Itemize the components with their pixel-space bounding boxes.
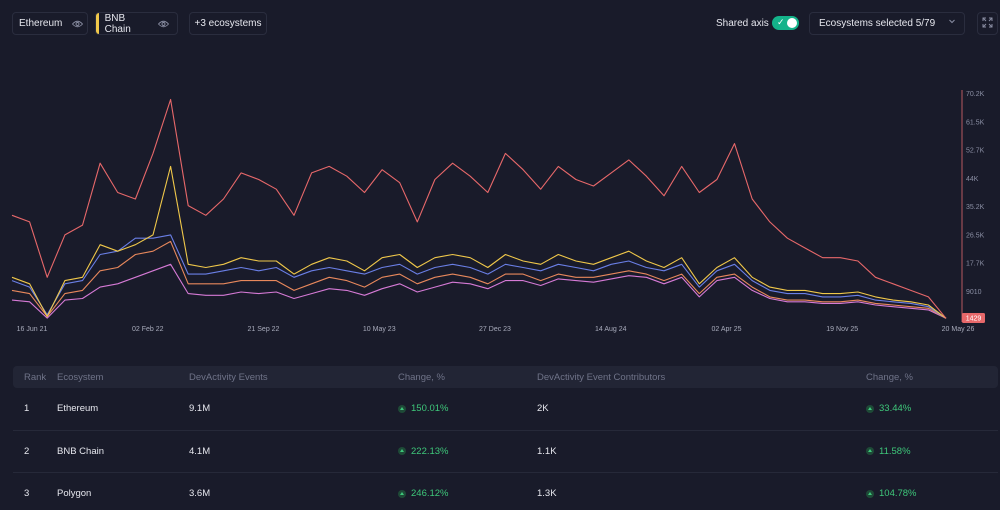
contributors-change-cell: 104.78% — [866, 488, 998, 499]
events-cell: 9.1M — [189, 403, 211, 415]
eye-icon[interactable] — [72, 20, 84, 28]
events-change-cell: 246.12% — [398, 488, 537, 499]
events-change-cell: 222.13% — [398, 446, 537, 457]
ecosystem-cell: Ethereum — [57, 403, 99, 415]
legend-label-ethereum: Ethereum — [19, 18, 63, 29]
x-tick-label: 14 Aug 24 — [595, 326, 627, 333]
ecosystem-cell: BNB Chain — [57, 445, 104, 457]
table-row[interactable]: 1 Ethereum 9.1M 150.01% 2K 33.44% — [13, 388, 998, 431]
series-line-polygon[interactable] — [11, 234, 947, 319]
arrow-up-icon — [866, 447, 874, 456]
series-line-ethereum[interactable] — [11, 98, 947, 319]
legend-label-bnb-chain: BNB Chain — [104, 12, 131, 35]
contributors-cell: 1.1K — [537, 445, 557, 457]
x-tick-label: 02 Feb 22 — [132, 326, 164, 333]
x-tick-label: 21 Sep 22 — [248, 326, 280, 333]
contributors-change-cell: 33.44% — [866, 403, 998, 414]
header-rank[interactable]: Rank — [24, 371, 47, 383]
arrow-up-icon — [398, 404, 406, 413]
series-line-ecosystem-4[interactable] — [11, 240, 947, 319]
y-tick-label: 26.5K — [966, 232, 985, 239]
chevron-down-icon — [948, 17, 956, 28]
contributors-cell: 2K — [537, 403, 549, 415]
series-line-ecosystem-5[interactable] — [11, 263, 947, 319]
x-tick-label: 16 Jun 21 — [17, 326, 48, 333]
ecosystems-select-label: Ecosystems selected 5/79 — [819, 18, 936, 29]
contributors-change-value: 104.78% — [879, 488, 917, 500]
check-icon: ✓ — [777, 17, 785, 27]
y-tick-label: 61.5K — [966, 119, 985, 126]
y-tick-label: 17.7K — [966, 261, 985, 268]
x-tick-label: 10 May 23 — [363, 326, 396, 333]
eye-icon[interactable] — [158, 20, 169, 28]
more-ecosystems-button[interactable]: +3 ecosystems — [189, 12, 267, 35]
series-lines — [11, 98, 947, 319]
header-events[interactable]: DevActivity Events — [189, 371, 268, 383]
shared-axis-label: Shared axis — [716, 18, 769, 29]
toggle-knob — [787, 18, 797, 28]
x-axis-ticks: 16 Jun 21 02 Feb 22 21 Sep 22 10 May 23 27 D… — [17, 326, 975, 333]
arrow-up-icon — [398, 489, 406, 498]
line-chart[interactable]: 70.2K 61.5K 52.7K 44K 35.2K 26.5K 17.7K 9010 16… — [0, 40, 1000, 340]
expand-icon — [982, 15, 993, 33]
y-tick-label: 35.2K — [966, 204, 985, 211]
header-ecosystem[interactable]: Ecosystem — [57, 371, 104, 383]
x-tick-label: 27 Dec 23 — [479, 326, 511, 333]
ecosystem-table: Rank Ecosystem DevActivity Events Change… — [13, 366, 998, 510]
y-axis-ticks: 70.2K 61.5K 52.7K 44K 35.2K 26.5K 17.7K 9010 — [966, 91, 985, 296]
y-tick-label: 9010 — [966, 289, 982, 296]
legend-color-bar — [96, 13, 99, 34]
rank-cell: 1 — [24, 403, 30, 415]
legend-chip-ethereum[interactable]: Ethereum — [12, 12, 88, 35]
legend-chip-bnb-chain[interactable]: BNB Chain — [95, 12, 178, 35]
header-contributors[interactable]: DevActivity Event Contributors — [537, 371, 666, 383]
fullscreen-button[interactable] — [977, 12, 998, 35]
current-value-badge-bg — [962, 313, 985, 323]
table-row[interactable]: 2 BNB Chain 4.1M 222.13% 1.1K 11.58% — [13, 431, 998, 473]
table-header: Rank Ecosystem DevActivity Events Change… — [13, 366, 998, 388]
shared-axis-toggle[interactable]: ✓ — [772, 16, 799, 30]
y-tick-label: 52.7K — [966, 148, 985, 155]
ecosystems-select[interactable]: Ecosystems selected 5/79 — [809, 12, 965, 35]
contributors-change-value: 33.44% — [879, 403, 912, 415]
header-contributors-change[interactable]: Change, % — [866, 371, 914, 383]
rank-cell: 3 — [24, 488, 30, 500]
events-change-value: 246.12% — [411, 488, 449, 500]
more-ecosystems-label: +3 ecosystems — [194, 18, 262, 29]
y-tick-label: 44K — [966, 176, 979, 183]
contributors-cell: 1.3K — [537, 488, 557, 500]
contributors-change-value: 11.58% — [879, 445, 911, 457]
x-tick-label: 20 May 26 — [942, 326, 975, 333]
rank-cell: 2 — [24, 445, 30, 457]
events-cell: 3.6M — [189, 488, 211, 500]
x-tick-label: 02 Apr 25 — [712, 326, 742, 333]
events-change-value: 222.13% — [411, 445, 449, 457]
arrow-up-icon — [398, 447, 406, 456]
series-line-bnb-chain[interactable] — [11, 165, 947, 319]
y-tick-label: 70.2K — [966, 91, 985, 98]
contributors-change-cell: 11.58% — [866, 446, 998, 457]
header-events-change[interactable]: Change, % — [398, 371, 446, 383]
events-cell: 4.1M — [189, 445, 211, 457]
events-change-value: 150.01% — [411, 403, 449, 415]
x-tick-label: 19 Nov 25 — [826, 326, 858, 333]
table-row[interactable]: 3 Polygon 3.6M 246.12% 1.3K 104.78% — [13, 473, 998, 510]
arrow-up-icon — [866, 404, 874, 413]
events-change-cell: 150.01% — [398, 403, 537, 414]
current-value-badge: 1429 — [962, 313, 985, 323]
ecosystem-cell: Polygon — [57, 488, 92, 500]
arrow-up-icon — [866, 489, 874, 498]
current-value-label: 1429 — [966, 316, 982, 323]
